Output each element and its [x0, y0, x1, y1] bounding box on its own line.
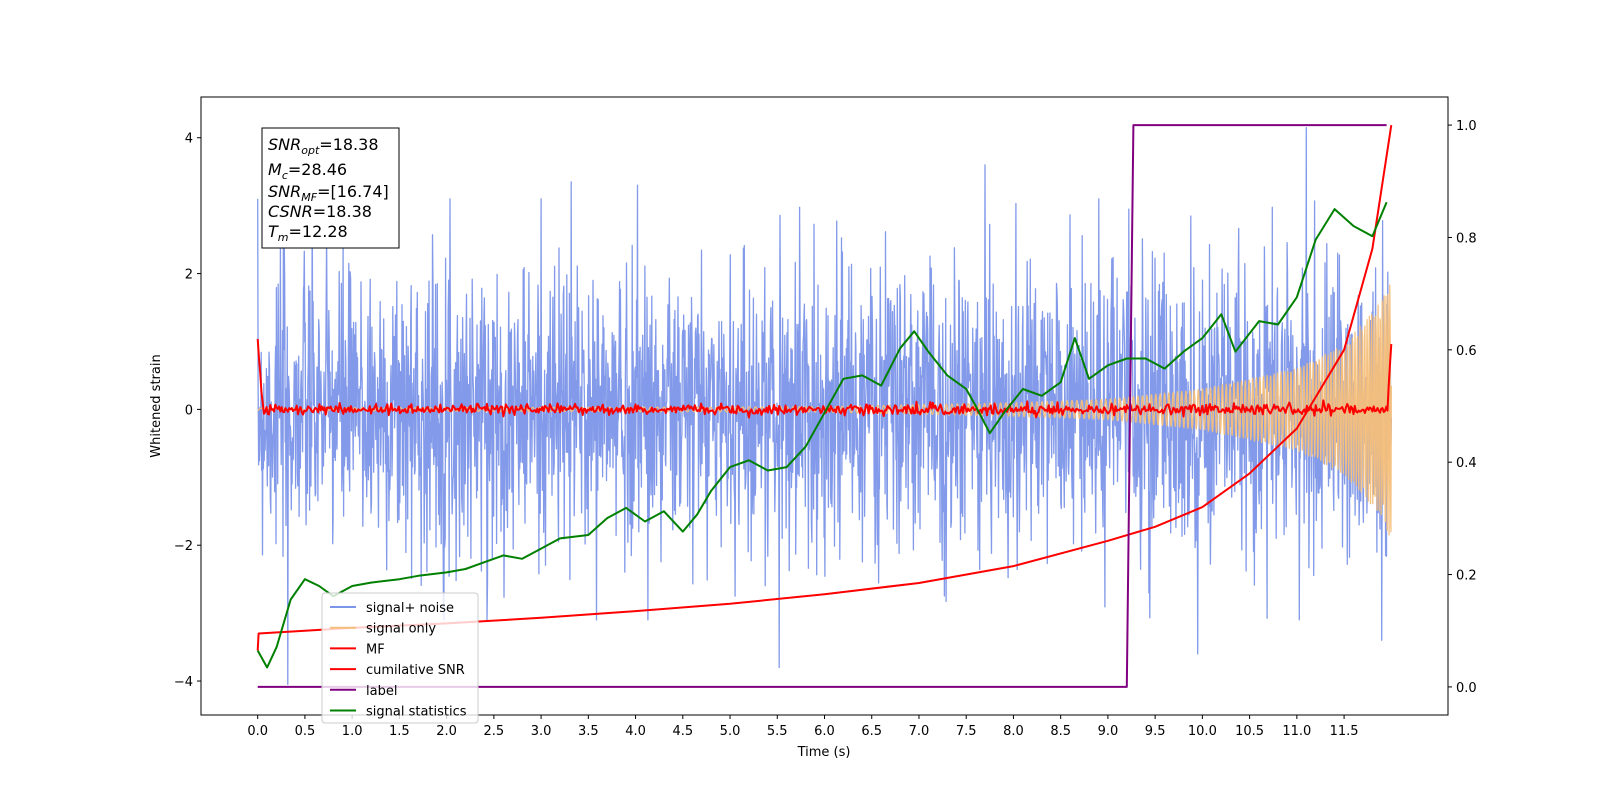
- x-tick-label: 8.0: [1003, 724, 1024, 739]
- y-left-tick-label: 4: [185, 132, 193, 147]
- y-right-tick-label: 0.0: [1456, 681, 1477, 696]
- x-tick-label: 7.0: [909, 724, 930, 739]
- legend-item: signal+ noise: [330, 601, 454, 616]
- x-tick-label: 7.5: [956, 724, 977, 739]
- annotation-line-csnr: CSNR=18.38: [268, 202, 372, 221]
- x-tick-label: 6.0: [814, 724, 835, 739]
- legend-label: label: [366, 684, 397, 699]
- legend-label: cumilative SNR: [366, 663, 465, 678]
- legend-label: signal only: [366, 622, 436, 637]
- x-tick-label: 2.0: [436, 724, 457, 739]
- series-mf: [256, 339, 1393, 419]
- x-tick-label: 0.0: [247, 724, 268, 739]
- y-left-tick-label: −2: [174, 539, 193, 554]
- annotation-line-snr-opt: SNRopt=18.38: [268, 135, 379, 157]
- legend-item: label: [330, 684, 397, 699]
- x-tick-label: 0.5: [295, 724, 316, 739]
- y-axis-right: 0.0 0.2 0.4 0.6 0.8 1.0: [1448, 119, 1477, 696]
- legend-label: signal+ noise: [366, 601, 454, 616]
- x-axis: 0.0 0.5 1.0 1.5 2.0 2.5 3.0 3.5 4.0 4.5 5.0 5.5 6.0 6…: [247, 715, 1359, 739]
- x-tick-label: 2.5: [484, 724, 505, 739]
- y-right-tick-label: 0.4: [1456, 456, 1477, 471]
- x-tick-label: 8.5: [1050, 724, 1071, 739]
- legend-item: signal statistics: [330, 705, 467, 720]
- y-left-tick-label: 0: [185, 403, 193, 418]
- series-signal-statistics: [256, 201, 1388, 669]
- legend: signal+ noise signal only MF cumilative SNR…: [321, 592, 479, 724]
- annotation-line-mc: Mc=28.46: [268, 160, 347, 182]
- x-tick-label: 9.0: [1098, 724, 1119, 739]
- stats-annotation-box: SNRopt=18.38 Mc=28.46 SNRMF=[16.74] CSNR…: [261, 127, 400, 249]
- x-tick-label: 9.5: [1145, 724, 1166, 739]
- annotation-frame: [261, 127, 400, 249]
- y-left-tick-label: 2: [185, 268, 193, 283]
- x-tick-label: 3.5: [578, 724, 599, 739]
- x-tick-label: 10.5: [1235, 724, 1264, 739]
- y-axis-left: −4 −2 0 2 4: [174, 132, 201, 690]
- y-right-tick-label: 0.8: [1456, 231, 1477, 246]
- x-tick-label: 10.0: [1188, 724, 1217, 739]
- legend-frame: [321, 592, 479, 724]
- series-label: [257, 124, 1387, 688]
- legend-item: cumilative SNR: [330, 663, 465, 678]
- legend-item: MF: [330, 642, 385, 657]
- y-axis-left-label: Whitened strain: [149, 354, 164, 457]
- legend-label: MF: [366, 642, 385, 657]
- annotation-line-snr-mf: SNRMF=[16.74]: [268, 182, 389, 204]
- y-right-tick-label: 0.6: [1456, 344, 1477, 359]
- legend-label: signal statistics: [366, 705, 467, 720]
- series-signal-noise: [257, 126, 1392, 686]
- x-tick-label: 11.0: [1282, 724, 1311, 739]
- x-tick-label: 6.5: [861, 724, 882, 739]
- y-right-tick-label: 0.2: [1456, 569, 1477, 584]
- x-tick-label: 5.5: [767, 724, 788, 739]
- x-tick-label: 11.5: [1330, 724, 1359, 739]
- annotation-line-tm: Tm=12.28: [268, 222, 348, 244]
- y-right-tick-label: 1.0: [1456, 119, 1477, 134]
- x-tick-label: 3.0: [531, 724, 552, 739]
- x-tick-label: 1.5: [389, 724, 410, 739]
- x-tick-label: 5.0: [720, 724, 741, 739]
- legend-item: signal only: [330, 622, 436, 637]
- x-axis-label: Time (s): [797, 745, 851, 760]
- y-left-tick-label: −4: [174, 675, 193, 690]
- x-tick-label: 4.5: [672, 724, 693, 739]
- x-tick-label: 1.0: [342, 724, 363, 739]
- x-tick-label: 4.0: [625, 724, 646, 739]
